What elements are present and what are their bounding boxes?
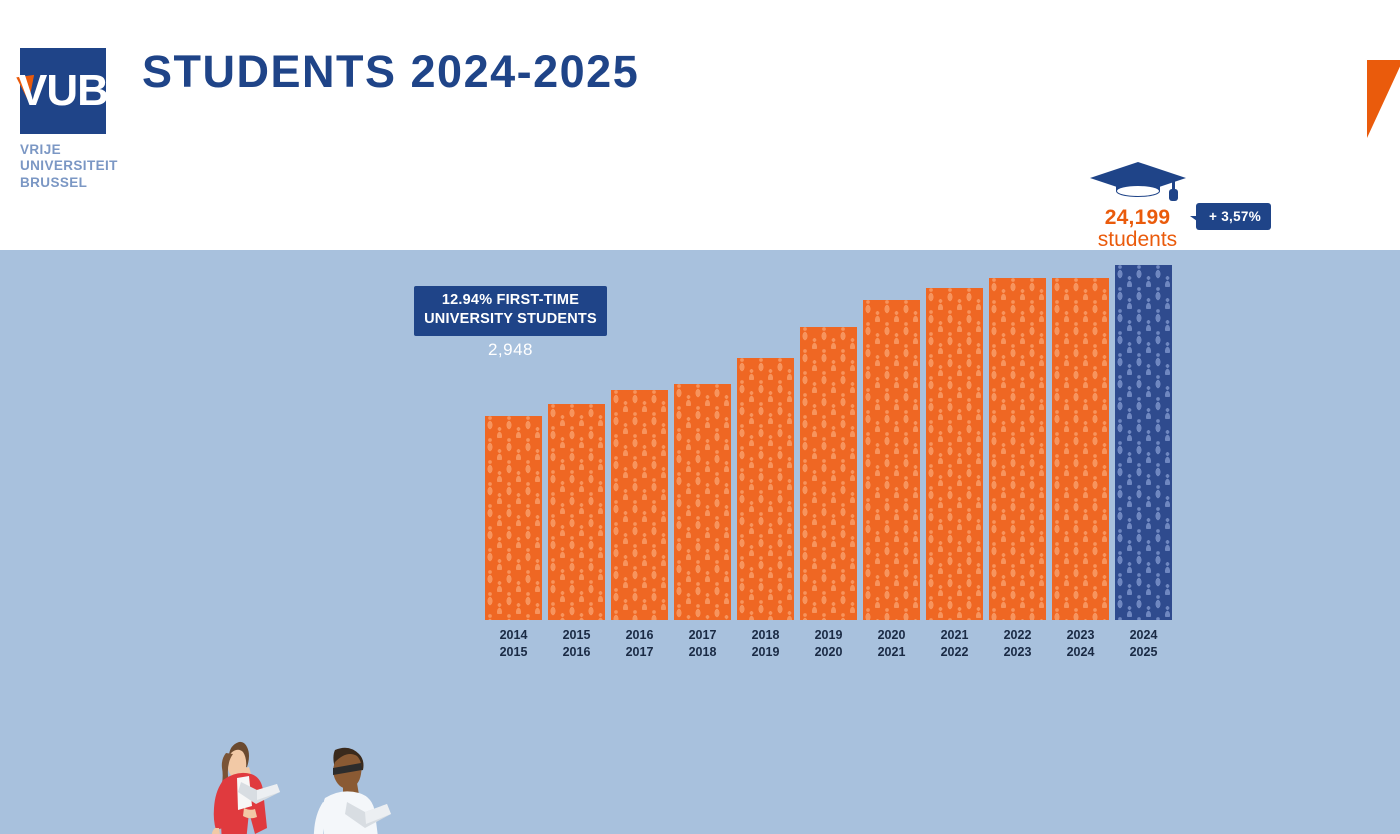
bar-label-bottom: 2025 (1129, 644, 1158, 659)
first-time-callout-line-1: 12.94% FIRST-TIME (441, 292, 580, 308)
total-students-value: 24,199 (1104, 206, 1171, 229)
bar-fill (1052, 278, 1109, 620)
vub-logo: VUB VRIJE UNIVERSITEIT BRUSSEL (10, 48, 125, 190)
bar-label-bottom: 2021 (877, 644, 906, 659)
bar-label: 2019 2020 (796, 620, 861, 661)
bar-label-bottom: 2022 (940, 644, 969, 659)
bar-label: 2021 2022 (922, 620, 987, 661)
content-band: 2014 2015 2015 2016 2016 2017 (0, 250, 1400, 834)
bar-label-bottom: 2023 (1003, 644, 1032, 659)
graduation-cap-icon (1089, 162, 1186, 201)
logo-subtitle: VRIJE UNIVERSITEIT BRUSSEL (20, 142, 118, 191)
bar-label-bottom: 2024 (1066, 644, 1095, 659)
first-time-students-count: 2,948 (487, 340, 534, 359)
total-students-label: students (1097, 228, 1178, 252)
bar-2019-2020: 2019 2020 (800, 327, 857, 659)
bar-label: 2018 2019 (733, 620, 798, 661)
header: VUB VRIJE UNIVERSITEIT BRUSSEL STUDENTS … (0, 0, 1400, 251)
logo-wordmark: VUB (18, 66, 109, 115)
bar-2018-2019: 2018 2019 (737, 358, 794, 659)
bar-label-top: 2016 (625, 628, 654, 642)
bar-label: 2020 2021 (859, 620, 924, 661)
bar-label: 2015 2016 (544, 620, 609, 661)
bar-label-top: 2023 (1066, 628, 1095, 642)
gender-split: 59,2% Women 40,8% Men (140, 720, 470, 834)
logo-mark: VUB (10, 48, 109, 138)
bar-fill (548, 404, 605, 620)
bar-label-bottom: 2019 (751, 644, 780, 659)
students-bar-chart: 2014 2015 2015 2016 2016 2017 (485, 250, 1175, 834)
bar-label-top: 2021 (940, 628, 969, 642)
bar-2020-2021: 2020 2021 (863, 300, 920, 659)
first-time-callout-line-2: UNIVERSITY STUDENTS (424, 311, 597, 328)
total-students-stat: 24,199 students (1085, 160, 1190, 251)
bar-fill (485, 416, 542, 620)
bar-label-bottom: 2017 (625, 644, 654, 659)
bar-label-bottom: 2018 (688, 644, 717, 659)
bar-fill (926, 288, 983, 620)
first-time-students-callout: 12.94% FIRST-TIME UNIVERSITY STUDENTS (414, 286, 607, 336)
bar-label: 2017 2018 (670, 620, 735, 661)
bar-label-top: 2020 (877, 628, 906, 642)
bar-label-top: 2018 (751, 628, 780, 642)
bar-2023-2024: 2023 2024 (1052, 278, 1109, 659)
logo-subtitle-line-1: VRIJE (20, 142, 62, 157)
bar-label-top: 2015 (562, 628, 591, 642)
bar-label: 2014 2015 (481, 620, 546, 661)
bar-fill (1115, 265, 1172, 620)
bar-label-bottom: 2015 (499, 644, 528, 659)
student-illustration-men (313, 747, 391, 834)
corner-accent-triangle-icon (1367, 60, 1400, 138)
bar-fill (989, 278, 1046, 620)
bar-2021-2022: 2021 2022 (926, 288, 983, 659)
bar-2022-2023: 2022 2023 (989, 278, 1046, 659)
bar-2015-2016: 2015 2016 (548, 404, 605, 659)
bar-fill (863, 300, 920, 620)
bar-2017-2018: 2017 2018 (674, 384, 731, 659)
bar-fill (674, 384, 731, 620)
bar-label-bottom: 2016 (562, 644, 591, 659)
bar-2024-2025: 2024 2025 (1115, 265, 1172, 659)
page-title: STUDENTS 2024-2025 (142, 46, 640, 97)
bar-fill (737, 358, 794, 620)
bar-label: 2022 2023 (985, 620, 1050, 661)
logo-square (20, 48, 106, 134)
bar-label-top: 2014 (499, 628, 528, 642)
student-illustration-women (211, 741, 280, 834)
bar-label-top: 2017 (688, 628, 717, 642)
bar-2014-2015: 2014 2015 (485, 416, 542, 659)
growth-delta-badge: + 3,57% (1189, 203, 1272, 230)
bar-label-top: 2019 (814, 628, 843, 642)
bar-label: 2024 2025 (1111, 620, 1176, 661)
bar-label: 2023 2024 (1048, 620, 1113, 661)
bar-label-top: 2024 (1129, 628, 1158, 642)
bar-label-bottom: 2020 (814, 644, 843, 659)
bar-fill (611, 390, 668, 620)
bar-fill (800, 327, 857, 620)
logo-subtitle-line-3: BRUSSEL (20, 174, 88, 190)
bar-2016-2017: 2016 2017 (611, 390, 668, 659)
logo-subtitle-line-2: UNIVERSITEIT (20, 158, 118, 174)
bar-label-top: 2022 (1003, 628, 1032, 642)
bar-label: 2016 2017 (607, 620, 672, 661)
